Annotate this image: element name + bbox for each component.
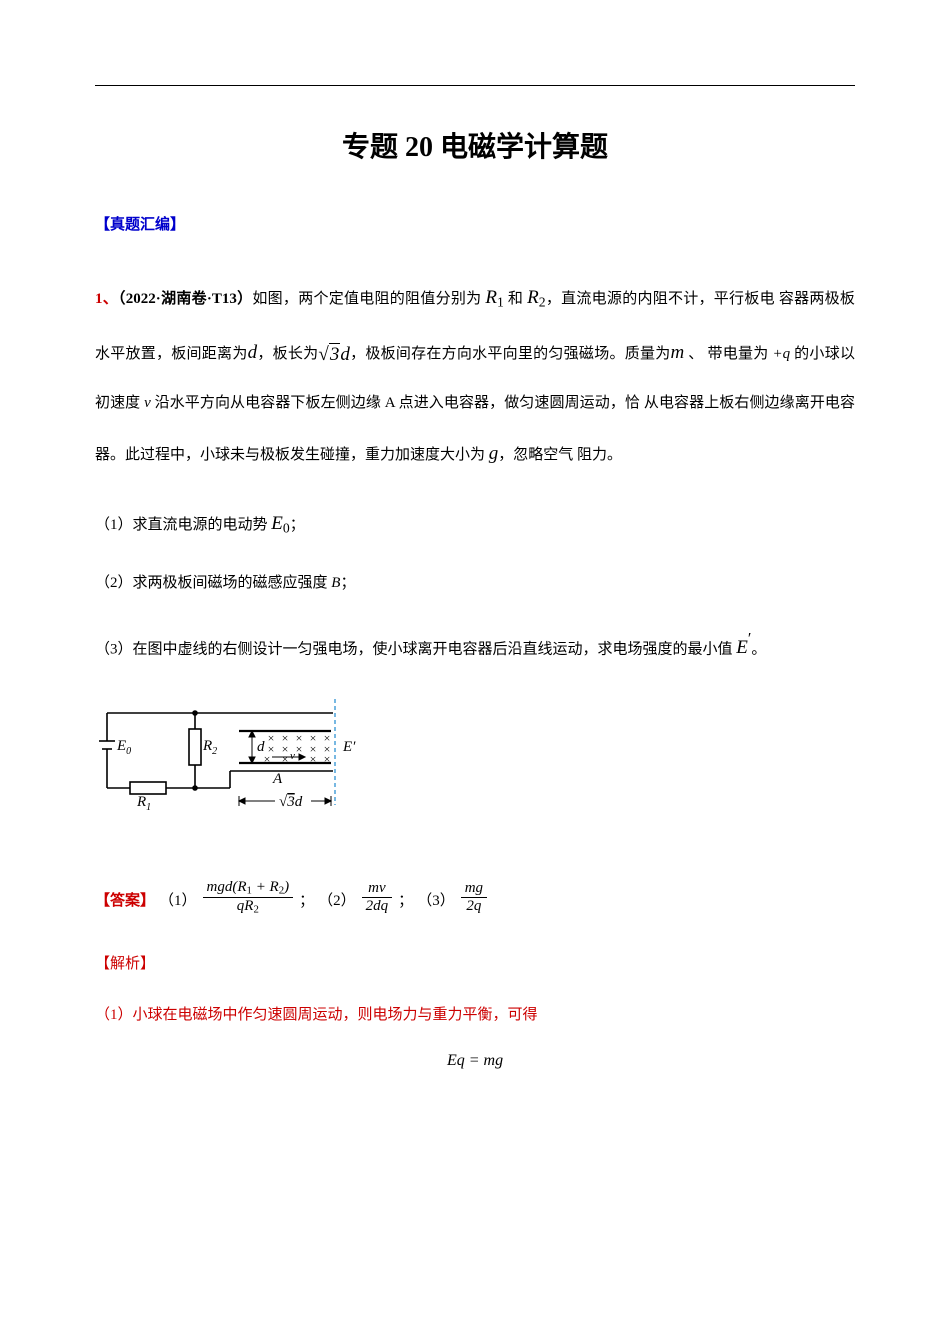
var-label: E (736, 637, 748, 658)
label-R2: R2 (202, 738, 217, 757)
subscript: 2 (539, 294, 546, 309)
text-run: ，忽略空气 (498, 447, 573, 463)
text-run: 阻力。 (577, 447, 622, 463)
var-Eprime: E′ (736, 637, 751, 658)
var-label: E (271, 513, 283, 534)
var-label: R (485, 287, 497, 308)
var-plus-q: +q (773, 346, 791, 362)
subquestion-2: （2）求两极板间磁场的磁感应强度 B； (95, 567, 855, 600)
subscript: 1 (497, 294, 504, 309)
separator: ； (299, 889, 314, 910)
svg-text:×: × (282, 752, 289, 766)
separator: ； (398, 889, 413, 910)
label-A: A (272, 771, 283, 787)
text-run: 。 (751, 641, 766, 657)
answer-frac-3: mg 2q (461, 880, 487, 916)
top-horizontal-rule (95, 85, 855, 86)
answer-head: 【答案】 (95, 889, 155, 910)
subquestion-3: （3）在图中虚线的右侧设计一匀强电场，使小球离开电容器后沿直线运动，求电场强度的… (95, 622, 855, 669)
label-v: v (290, 750, 295, 762)
answer-frac-1: mgd(R1 + R2) qR2 (203, 879, 294, 916)
text-run: 、 (684, 346, 703, 362)
var-R2: R2 (527, 287, 545, 308)
var-label: R (527, 287, 539, 308)
var-sqrt3d: 3d (318, 327, 349, 382)
label-sqrt3d: √3d (279, 794, 303, 810)
text-run: ，极板间存在方向水平向里的匀强磁场。质量为 (350, 346, 671, 362)
text-run: 和 (504, 291, 527, 307)
subscript: 0 (283, 520, 290, 535)
question-number: 1、 (95, 291, 118, 307)
text-run: （1）求直流电源的电动势 (95, 517, 271, 533)
text-run: ，板长为 (257, 346, 318, 362)
var-R1: R1 (485, 287, 503, 308)
var-label: d (340, 344, 350, 365)
text-run: （2）求两极板间磁场的磁感应强度 (95, 575, 331, 591)
svg-text:×: × (310, 752, 317, 766)
svg-text:×: × (264, 752, 271, 766)
text-run: ； (290, 517, 305, 533)
label-R1: R1 (136, 794, 151, 813)
var-m: m (670, 342, 684, 363)
svg-text:×: × (324, 752, 331, 766)
text-run: 带电量为 (708, 346, 773, 362)
label-d: d (257, 739, 265, 755)
var-g: g (489, 443, 499, 464)
text-run: ，直流电源的内阻不计，平行板电 (546, 291, 775, 307)
circuit-diagram: ××××× ××××× ×××× E0 R1 (95, 693, 855, 853)
text-run: 沿水平方向从电容器下板左侧边缘 A 点进入电容器，做匀速圆周运动，恰 (151, 395, 640, 411)
page-title: 专题 20 电磁学计算题 (95, 125, 855, 165)
answer-label-2: （2） (318, 889, 356, 910)
var-v: v (144, 395, 151, 411)
problem-statement: 1、（2022·湖南卷·T13）如图，两个定值电阻的阻值分别为 R1 和 R2，… (95, 270, 855, 481)
compilation-heading: 【真题汇编】 (95, 213, 855, 234)
label-E0: E0 (116, 738, 131, 757)
var-d: d (248, 342, 258, 363)
label-Eprime: E′ (342, 739, 356, 755)
text-run: ； (340, 575, 355, 591)
subquestion-1: （1）求直流电源的电动势 E0； (95, 503, 855, 545)
answer-frac-2: mv 2dq (362, 880, 393, 916)
explain-heading: 【解析】 (95, 952, 855, 973)
answer-label-3: （3） (417, 889, 455, 910)
radicand: 3 (329, 343, 341, 365)
question-source: （2022·湖南卷·T13） (118, 291, 252, 307)
var-E0: E0 (271, 513, 289, 534)
answer-block: 【答案】 （1） mgd(R1 + R2) qR2 ； （2） mv 2dq ；… (95, 881, 855, 918)
explain-line-1: （1）小球在电磁场中作匀速圆周运动，则电场力与重力平衡，可得 (95, 1003, 855, 1024)
answer-label-1: （1） (159, 889, 197, 910)
diagram-svg: ××××× ××××× ×××× E0 R1 (95, 693, 375, 848)
equation-1: Eq = mg (95, 1052, 855, 1070)
text-run: （3）在图中虚线的右侧设计一匀强电场，使小球离开电容器后沿直线运动，求电场强度的… (95, 641, 736, 657)
text-run: 如图，两个定值电阻的阻值分别为 (252, 291, 485, 307)
